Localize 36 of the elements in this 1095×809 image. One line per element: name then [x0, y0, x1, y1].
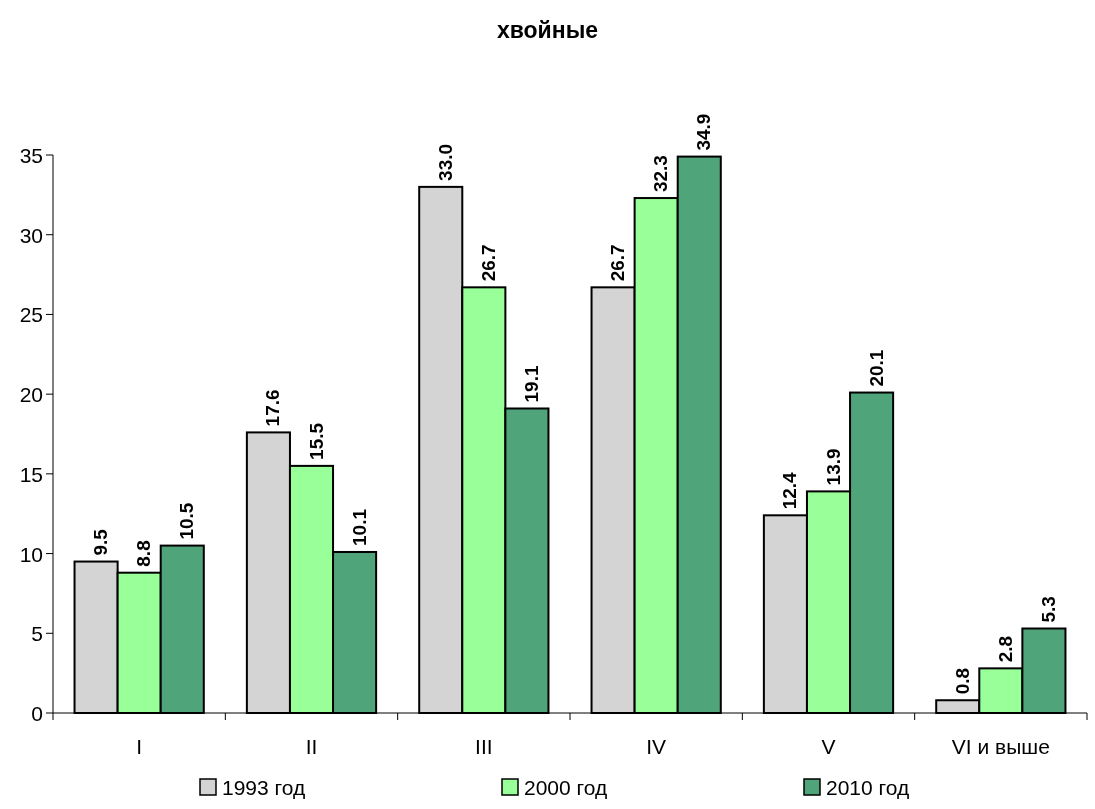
- data-label: 33.0: [434, 143, 456, 181]
- data-label: 26.7: [477, 244, 499, 282]
- x-tick-label: II: [305, 734, 318, 758]
- data-label: 26.7: [606, 244, 628, 282]
- y-tick-label: 0: [31, 701, 43, 725]
- legend-label: 2000 год: [524, 775, 608, 799]
- data-label: 0.8: [951, 667, 973, 695]
- x-tick-label: III: [475, 734, 493, 758]
- x-tick-label: VI и выше: [951, 734, 1050, 758]
- data-label: 19.1: [520, 365, 542, 403]
- x-tick-label: V: [821, 734, 836, 758]
- y-tick-label: 30: [19, 223, 43, 247]
- x-tick-label: IV: [646, 734, 667, 758]
- chart-title: хвойные: [496, 17, 599, 43]
- y-tick-label: 35: [19, 143, 43, 167]
- legend-label: 2010 год: [826, 775, 910, 799]
- y-tick-label: 25: [19, 302, 43, 326]
- data-label: 9.5: [89, 528, 111, 556]
- y-tick-label: 5: [31, 621, 43, 645]
- data-label: 13.9: [822, 448, 843, 486]
- legend-label: 1993 год: [222, 775, 306, 799]
- data-label: 34.9: [692, 113, 714, 151]
- data-label: 10.1: [348, 508, 370, 546]
- y-tick-label: 10: [19, 542, 43, 566]
- data-label: 15.5: [305, 422, 326, 460]
- data-label: 2.8: [994, 635, 1016, 663]
- data-label: 10.5: [175, 502, 197, 540]
- data-label: 32.3: [649, 155, 671, 193]
- data-label: 5.3: [1037, 596, 1059, 623]
- y-tick-label: 20: [19, 382, 43, 406]
- data-label: 20.1: [865, 349, 887, 387]
- data-label: 8.8: [132, 540, 154, 567]
- data-label: 12.4: [778, 471, 800, 510]
- data-label: 17.6: [261, 389, 283, 427]
- y-tick-label: 15: [19, 462, 43, 486]
- x-tick-label: I: [136, 734, 143, 758]
